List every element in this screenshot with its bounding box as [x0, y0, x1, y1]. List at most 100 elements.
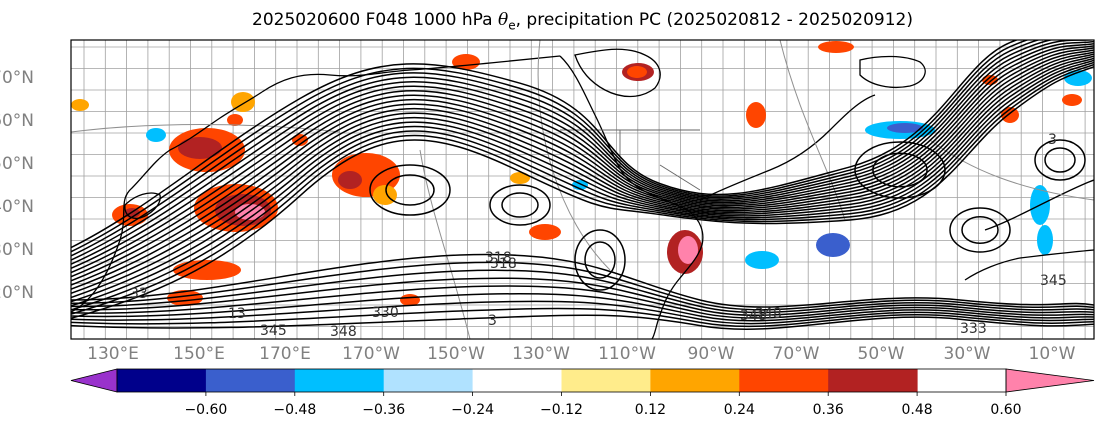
colorbar-tick-label: 0.24	[723, 402, 755, 418]
precip-shading-patch	[887, 123, 923, 133]
theta-e-contour-line	[71, 40, 1094, 265]
theta-e-contour-line	[71, 55, 1094, 299]
theta-e-contour-line	[71, 61, 1094, 311]
contour-label: 348	[755, 306, 782, 322]
theta-e-contour-loop	[1044, 147, 1076, 173]
longitude-label: 70°W	[772, 344, 820, 364]
longitude-label: 150°E	[173, 344, 225, 364]
theta-e-contour-line	[71, 40, 1054, 261]
colorbar-tick-label: −0.48	[273, 402, 317, 418]
theta-e-contour-loop	[949, 207, 1011, 253]
theta-e-contour-line	[71, 40, 1041, 257]
colorbar-tick-label: 0.60	[990, 402, 1022, 418]
colorbar-tick-label: 0.12	[634, 402, 666, 418]
precip-shading-patch	[71, 99, 89, 111]
colorbar-tick-label: 0.36	[812, 402, 844, 418]
theta-e-contour-loop	[961, 216, 999, 244]
theta-e-contour-line	[71, 59, 1094, 307]
colorbar-segment	[561, 369, 651, 392]
colorbar	[70, 368, 1095, 396]
colorbar-tick-label: −0.60	[184, 402, 228, 418]
theta-e-contour-loop	[385, 174, 435, 206]
latitude-label: 60°N	[0, 111, 34, 131]
theta-e-contour-line	[71, 300, 1094, 325]
colorbar-segment	[117, 369, 207, 392]
precip-shading-patch	[678, 236, 698, 264]
precip-shading-patch	[1037, 225, 1053, 255]
theta-e-contour-loop	[1034, 139, 1086, 181]
theta-e-contour-loop	[854, 141, 946, 199]
theta-e-contour-line	[71, 40, 1094, 270]
contour-label: 345	[260, 323, 287, 339]
theta-e-contour-line	[71, 53, 1094, 295]
colorbar-segment	[472, 369, 562, 392]
longitude-label: 30°W	[943, 344, 991, 364]
theta-e-contour-line	[71, 43, 1094, 274]
precip-shading-patch	[746, 102, 766, 128]
colorbar-segment	[739, 369, 829, 392]
colorbar-segment	[650, 369, 740, 392]
precip-shading-patch	[1062, 94, 1082, 106]
contour-label: 33	[130, 286, 148, 302]
theta-e-contour-line	[71, 47, 1094, 282]
theta-e-contour-line	[71, 49, 1094, 286]
colorbar-tick-label: −0.24	[451, 402, 495, 418]
longitude-label: 150°W	[427, 344, 485, 364]
precip-shading-patch	[1001, 107, 1019, 123]
theta-e-contour-loop	[489, 184, 551, 226]
colorbar-over-arrow	[1005, 368, 1095, 393]
latitude-label: 30°N	[0, 240, 34, 260]
contour-label: 348	[740, 308, 767, 324]
precip-shading-patch	[227, 114, 243, 126]
contour-label: 330	[372, 305, 399, 321]
longitude-label: 10°W	[1028, 344, 1076, 364]
longitude-label: 90°W	[687, 344, 735, 364]
colorbar-tick-label: 0.48	[901, 402, 933, 418]
colorbar-segment	[828, 369, 918, 392]
theta-e-contour-line	[71, 285, 1094, 319]
contour-label: 345	[1040, 273, 1067, 289]
theta-e-contour-line	[71, 45, 1094, 278]
colorbar-segment	[383, 369, 474, 392]
contour-label: 318	[490, 256, 517, 272]
theta-e-contour-loop	[369, 164, 451, 216]
theta-e-contour-loop	[574, 229, 626, 291]
precip-shading-patch	[529, 224, 561, 240]
colorbar-under-arrow	[70, 368, 118, 393]
latitude-label: 40°N	[0, 197, 34, 217]
theta-e-contour-line	[71, 292, 1094, 322]
contour-label: 3	[488, 313, 497, 329]
contour-label: 13	[228, 306, 246, 322]
theta-e-contour-loop	[501, 192, 539, 218]
theta-e-contour-line	[71, 277, 1094, 317]
theta-e-contour-loop	[872, 152, 928, 188]
colorbar-segment	[205, 369, 296, 392]
longitude-label: 130°E	[87, 344, 139, 364]
colorbar-tick-label: −0.12	[540, 402, 583, 418]
theta-e-contour-line	[71, 65, 1094, 320]
latitude-label: 20°N	[0, 283, 34, 303]
precip-shading-patch	[510, 172, 530, 184]
precip-shading-patch	[178, 137, 222, 159]
longitude-label: 170°W	[342, 344, 400, 364]
latitude-label: 70°N	[0, 68, 34, 88]
longitude-label: 50°W	[857, 344, 905, 364]
theta-e-contours	[71, 40, 1094, 330]
theta-e-contour-line	[71, 261, 1094, 311]
precip-shading-patch	[1064, 70, 1092, 86]
precip-shading-patch	[400, 294, 420, 306]
theta-e-contour-line	[71, 307, 1094, 328]
contour-label: 318	[485, 250, 512, 266]
precip-shading-patch	[816, 233, 850, 257]
precip-shading-patch	[745, 251, 779, 269]
theta-e-contour-line	[71, 40, 1019, 249]
theta-e-contour-line	[71, 57, 1094, 303]
map-frame	[70, 39, 1095, 340]
theta-e-contour-line	[71, 51, 1094, 290]
contour-label: 3	[1048, 132, 1057, 148]
precip-shading-patch	[373, 185, 397, 205]
colorbar-tick-label: −0.36	[362, 402, 406, 418]
latitude-label: 50°N	[0, 154, 34, 174]
longitude-label: 110°W	[598, 344, 656, 364]
